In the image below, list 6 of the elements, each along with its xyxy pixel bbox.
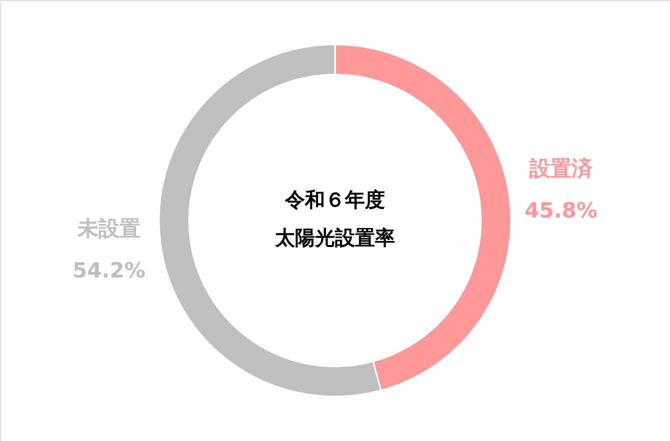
data-label: 54.2% <box>72 258 146 282</box>
data-label: 45.8% <box>524 198 598 223</box>
text: 令和６年度 <box>284 188 385 212</box>
text: 太陽光設置率 <box>274 226 395 250</box>
slice-label: 設置済 <box>528 156 594 181</box>
slice-label: 未設置 <box>76 216 140 240</box>
